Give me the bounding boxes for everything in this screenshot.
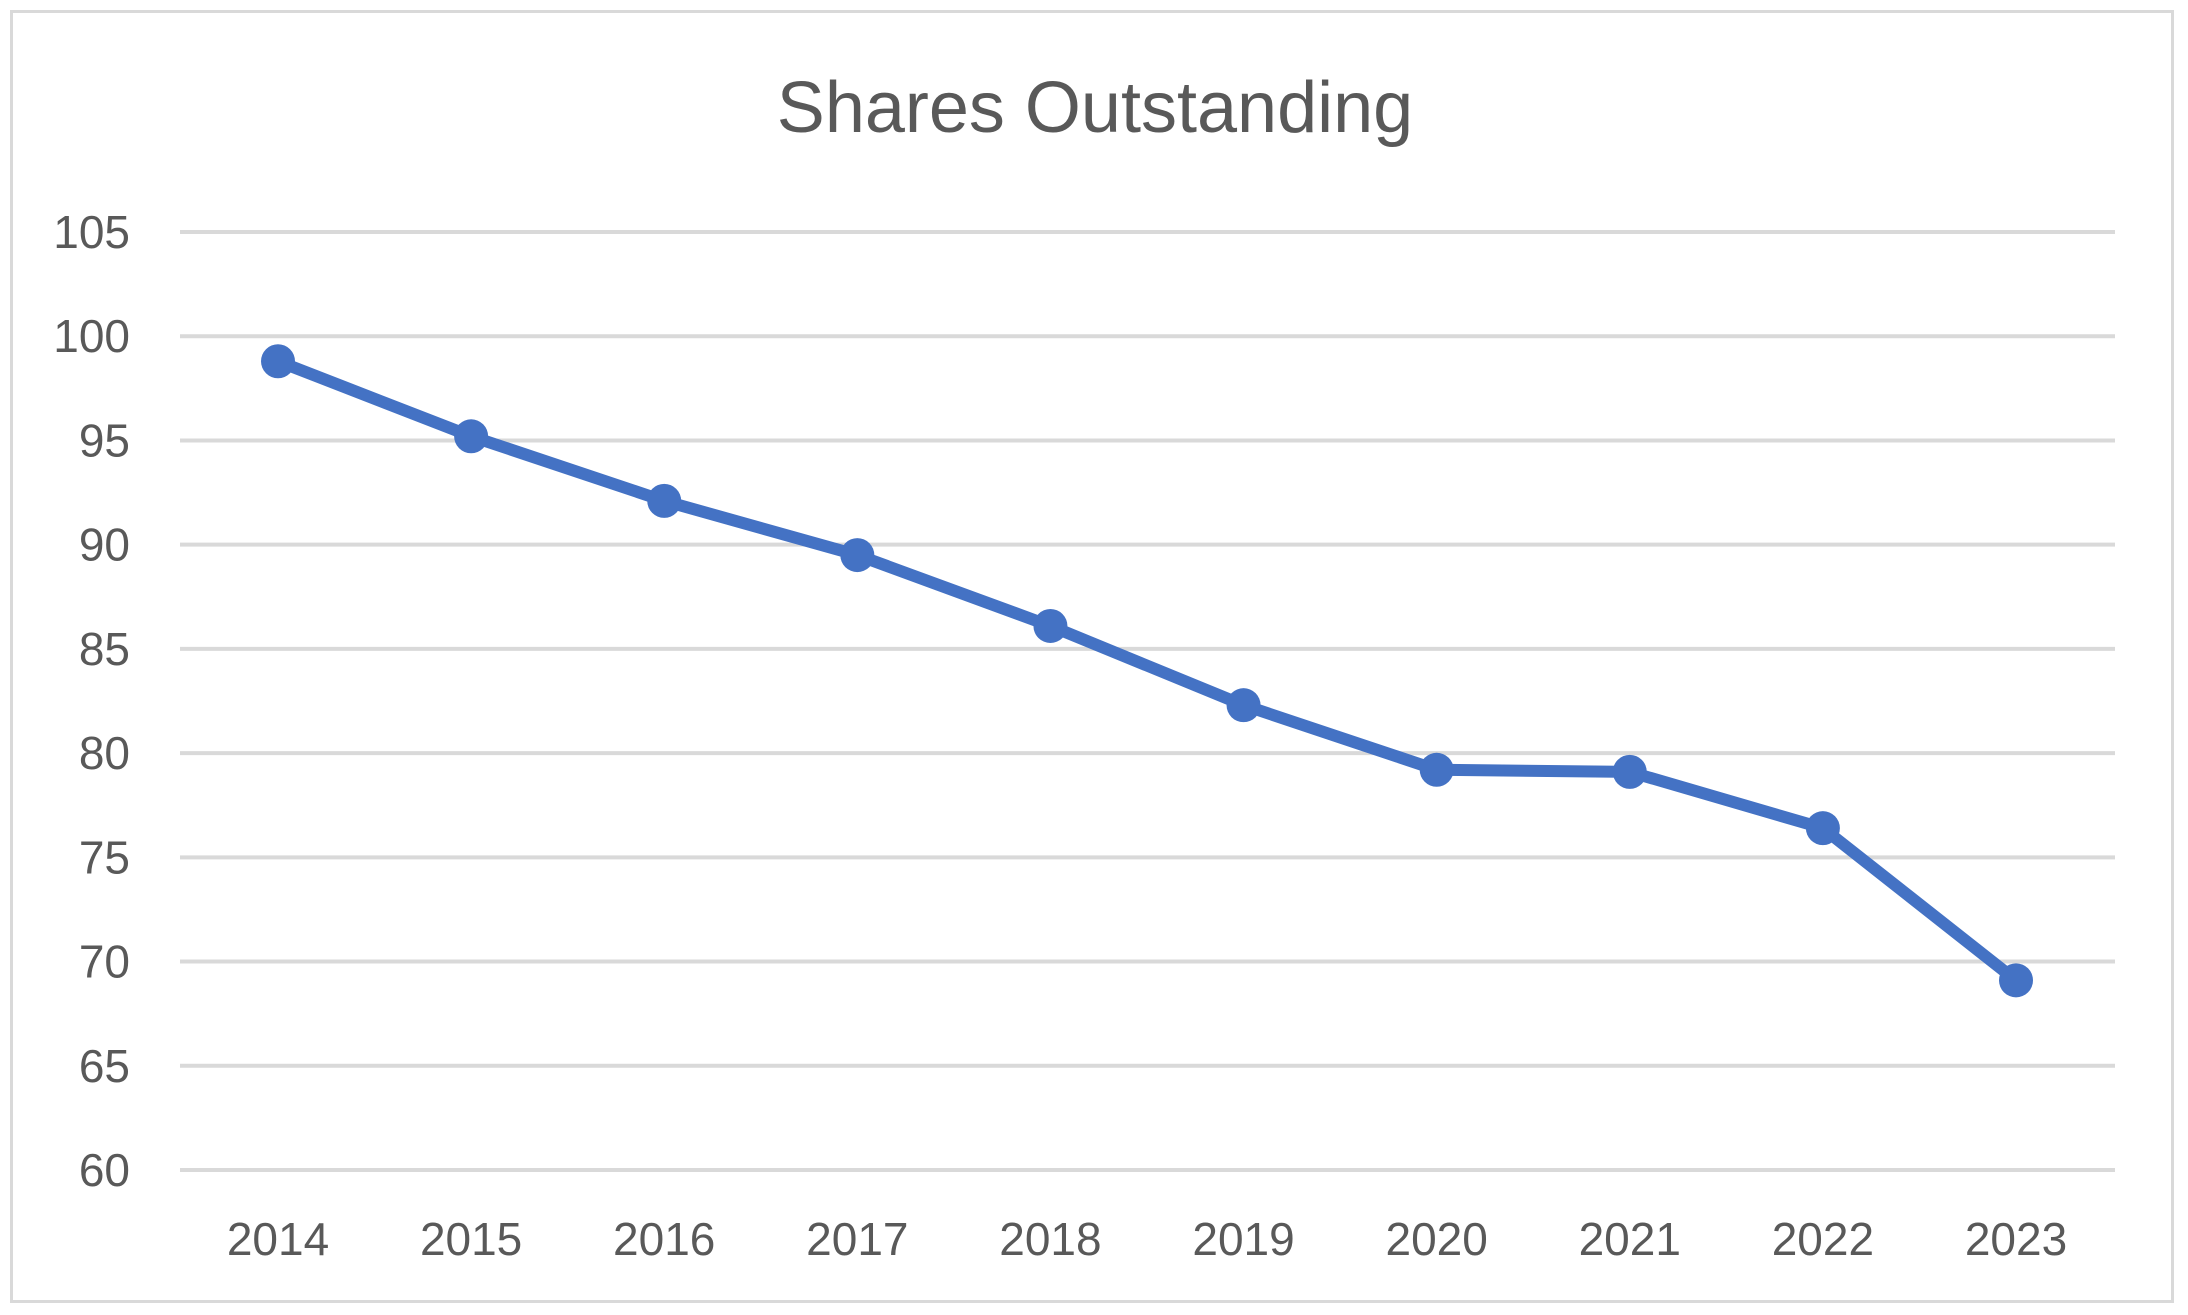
y-tick-label-100: 100	[53, 310, 130, 362]
data-point-2023	[1999, 963, 2033, 998]
data-point-2017	[840, 538, 875, 573]
series-line-0	[272, 355, 2022, 987]
x-axis-tick-labels: 2014 2015 2016 2017 2018 2019 2020 2021 2022 2023	[227, 1213, 2067, 1265]
y-tick-label-65: 65	[79, 1040, 130, 1092]
data-point-2016	[647, 483, 682, 518]
y-tick-label-70: 70	[79, 936, 130, 988]
chart-frame	[10, 10, 2174, 1303]
y-tick-label-80: 80	[79, 727, 130, 779]
x-tick-label-2023: 2023	[1965, 1213, 2067, 1265]
y-tick-label-60: 60	[79, 1144, 130, 1196]
gridlines	[180, 230, 2115, 1172]
x-tick-label-2022: 2022	[1772, 1213, 1874, 1265]
x-tick-label-2016: 2016	[613, 1213, 715, 1265]
x-tick-label-2017: 2017	[806, 1213, 908, 1265]
data-point-2014	[261, 344, 295, 379]
y-tick-label-105: 105	[53, 206, 130, 258]
x-tick-label-2020: 2020	[1385, 1213, 1487, 1265]
x-tick-label-2014: 2014	[227, 1213, 329, 1265]
x-tick-label-2018: 2018	[999, 1213, 1101, 1265]
data-point-2022	[1805, 811, 1840, 846]
x-tick-label-2019: 2019	[1192, 1213, 1294, 1265]
chart-title: Shares Outstanding	[777, 68, 1413, 148]
data-point-2021	[1612, 754, 1647, 789]
y-axis-tick-labels: 60 65 70 75 80 85 90 95 100 105	[53, 206, 130, 1196]
data-point-2015	[454, 419, 489, 454]
data-point-2019	[1226, 688, 1261, 723]
y-tick-label-75: 75	[79, 831, 130, 883]
y-tick-label-95: 95	[79, 414, 130, 466]
x-tick-label-2021: 2021	[1579, 1213, 1681, 1265]
series-layer	[261, 344, 2033, 998]
data-point-2018	[1033, 608, 1068, 643]
x-tick-label-2015: 2015	[420, 1213, 522, 1265]
y-tick-label-85: 85	[79, 623, 130, 675]
data-point-2020	[1419, 752, 1454, 787]
y-tick-label-90: 90	[79, 519, 130, 571]
